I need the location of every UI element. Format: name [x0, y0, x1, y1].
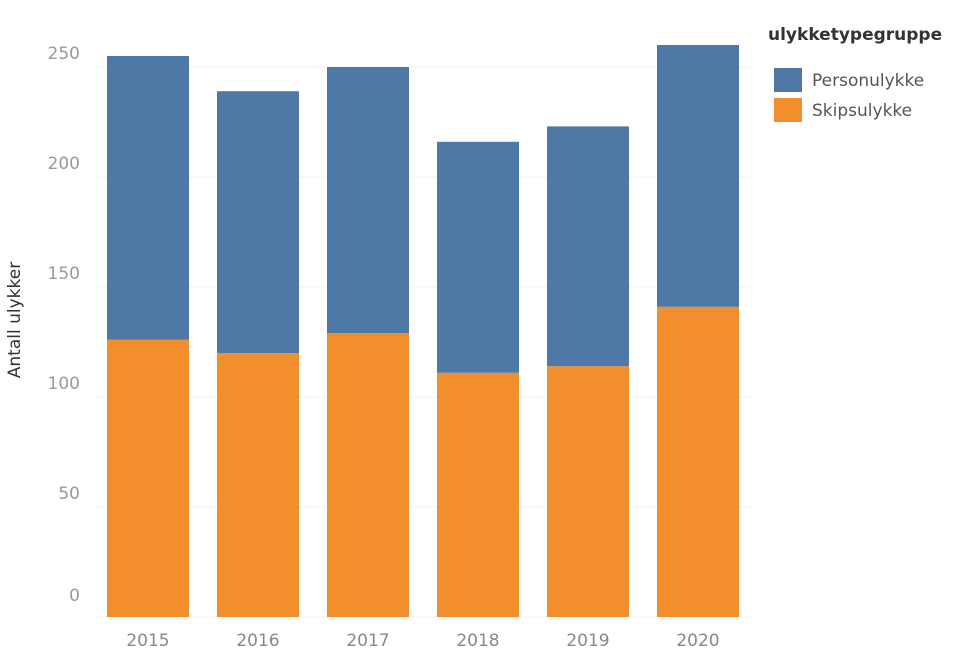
y-tick-label: 50	[58, 484, 80, 504]
legend-title: ulykketypegruppe	[768, 25, 942, 45]
bar-skipsulykke-2015	[107, 339, 189, 617]
x-tick-label: 2016	[236, 631, 279, 651]
y-tick-label: 0	[69, 586, 80, 606]
bar-personulykke-2019	[547, 126, 629, 367]
x-tick-label: 2018	[456, 631, 499, 651]
x-tick-label: 2019	[566, 631, 609, 651]
gridlines	[95, 66, 750, 618]
bar-skipsulykke-2016	[217, 353, 299, 617]
bar-personulykke-2015	[107, 56, 189, 340]
legend-label: Skipsulykke	[812, 101, 912, 121]
y-tick-label: 250	[48, 44, 80, 64]
y-tick-label: 100	[48, 374, 80, 394]
y-axis-label: Antall ulykker	[5, 262, 25, 378]
x-tick-label: 2020	[676, 631, 719, 651]
bar-skipsulykke-2017	[327, 333, 409, 617]
x-tick-label: 2015	[126, 631, 169, 651]
x-axis: 2015 2016 2017 2018 2019 2020	[126, 631, 719, 651]
bars	[107, 45, 739, 617]
bar-skipsulykke-2020	[657, 306, 739, 617]
y-axis: 0 50 100 150 200 250	[48, 44, 80, 606]
legend-swatch-skipsulykke	[774, 98, 802, 122]
bar-skipsulykke-2019	[547, 366, 629, 617]
legend: ulykketypegruppe Personulykke Skipsulykke	[768, 25, 942, 122]
y-tick-label: 200	[48, 154, 80, 174]
legend-swatch-personulykke	[774, 68, 802, 92]
bar-personulykke-2018	[437, 141, 519, 373]
bar-personulykke-2016	[217, 91, 299, 353]
bar-skipsulykke-2018	[437, 372, 519, 617]
bar-personulykke-2020	[657, 45, 739, 307]
x-tick-label: 2017	[346, 631, 389, 651]
legend-label: Personulykke	[812, 71, 924, 91]
bar-personulykke-2017	[327, 67, 409, 334]
y-tick-label: 150	[48, 264, 80, 284]
